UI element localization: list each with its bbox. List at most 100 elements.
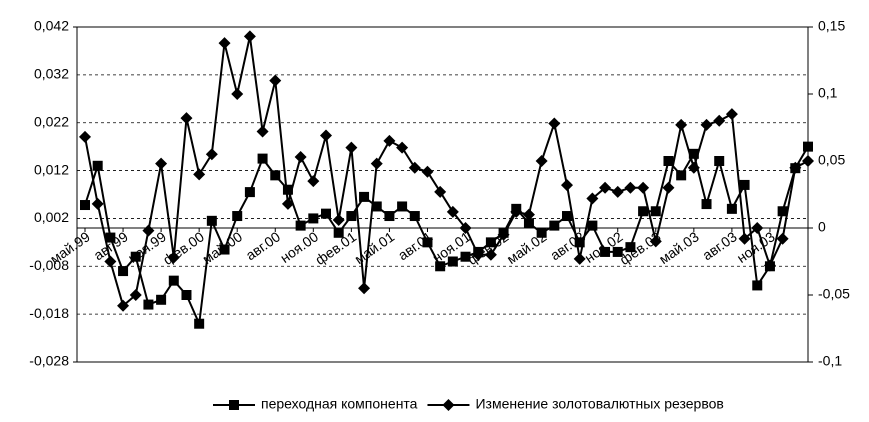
marker xyxy=(714,156,725,166)
y2-tick-label: 0 xyxy=(818,219,826,235)
marker xyxy=(218,37,231,50)
marker xyxy=(130,251,141,262)
marker xyxy=(676,170,687,181)
marker xyxy=(435,261,446,272)
marker xyxy=(129,289,142,301)
marker xyxy=(777,206,788,217)
marker xyxy=(548,117,561,130)
marker xyxy=(649,235,662,248)
marker xyxy=(662,181,675,194)
marker xyxy=(194,318,205,329)
marker xyxy=(460,251,471,262)
marker xyxy=(397,201,408,212)
marker xyxy=(803,141,813,152)
x-tick-label: авг.00 xyxy=(243,228,284,263)
marker xyxy=(156,294,167,305)
y-tick-label: -0,028 xyxy=(29,353,69,369)
marker xyxy=(308,213,319,224)
marker xyxy=(118,266,129,277)
y2-tick-label: 0,05 xyxy=(818,152,845,168)
y2-tick-label: -0,05 xyxy=(818,286,850,302)
marker xyxy=(510,205,523,218)
marker xyxy=(738,232,751,245)
marker xyxy=(180,112,193,125)
marker xyxy=(739,179,750,190)
marker xyxy=(688,148,699,159)
marker xyxy=(256,125,269,138)
y2-tick-label: 0,1 xyxy=(818,85,838,101)
marker xyxy=(485,237,496,248)
marker xyxy=(92,160,103,171)
marker xyxy=(536,227,547,238)
marker xyxy=(143,299,154,310)
marker xyxy=(574,237,585,248)
x-tick-label: авг.03 xyxy=(699,228,740,263)
marker xyxy=(295,220,306,231)
legend-label: Изменение золотовалютных резервов xyxy=(475,396,723,412)
x-tick-label: фев.00 xyxy=(160,228,207,268)
marker xyxy=(625,242,636,253)
marker xyxy=(434,185,447,198)
marker xyxy=(91,197,104,210)
marker xyxy=(243,30,256,43)
y-tick-label: -0,008 xyxy=(29,257,69,273)
marker xyxy=(205,148,218,161)
marker xyxy=(675,118,688,131)
marker xyxy=(359,191,370,202)
marker xyxy=(105,232,116,243)
marker xyxy=(484,248,497,261)
marker xyxy=(663,156,674,166)
x-tick-label: ноя.00 xyxy=(277,228,321,266)
y2-tick-label: -0,1 xyxy=(818,353,842,369)
marker xyxy=(294,150,307,163)
marker xyxy=(573,252,586,265)
marker xyxy=(751,222,764,234)
marker xyxy=(600,246,611,257)
marker xyxy=(383,134,396,147)
marker xyxy=(763,259,776,272)
marker xyxy=(155,157,168,170)
marker xyxy=(700,118,713,131)
marker xyxy=(104,255,117,268)
marker xyxy=(587,220,598,231)
marker xyxy=(562,211,572,222)
marker xyxy=(321,208,331,219)
legend-marker xyxy=(442,399,455,411)
marker xyxy=(447,256,458,267)
marker xyxy=(384,211,395,222)
marker xyxy=(612,246,623,257)
marker xyxy=(396,141,409,154)
marker xyxy=(232,211,243,222)
marker xyxy=(497,228,510,241)
marker xyxy=(117,299,130,312)
y-tick-label: 0,012 xyxy=(34,161,69,177)
marker xyxy=(181,290,192,300)
marker xyxy=(270,170,281,181)
marker xyxy=(422,237,433,248)
marker xyxy=(549,220,560,231)
y-tick-label: 0,042 xyxy=(34,18,69,34)
marker xyxy=(701,199,712,210)
marker xyxy=(408,161,421,174)
marker xyxy=(650,206,661,217)
marker xyxy=(345,141,358,154)
marker xyxy=(726,203,737,214)
marker xyxy=(459,222,472,234)
y-tick-label: -0,018 xyxy=(29,305,69,321)
marker xyxy=(333,227,344,238)
x-tick-label: май.03 xyxy=(656,228,702,267)
marker xyxy=(167,251,180,264)
marker xyxy=(269,74,282,87)
marker xyxy=(142,224,155,237)
marker xyxy=(776,232,789,245)
marker xyxy=(371,201,382,212)
marker xyxy=(80,200,90,211)
marker xyxy=(231,88,244,100)
marker xyxy=(168,275,179,286)
marker xyxy=(802,155,814,167)
marker xyxy=(522,208,535,221)
marker xyxy=(244,187,255,198)
marker xyxy=(638,206,649,217)
marker xyxy=(637,181,650,194)
